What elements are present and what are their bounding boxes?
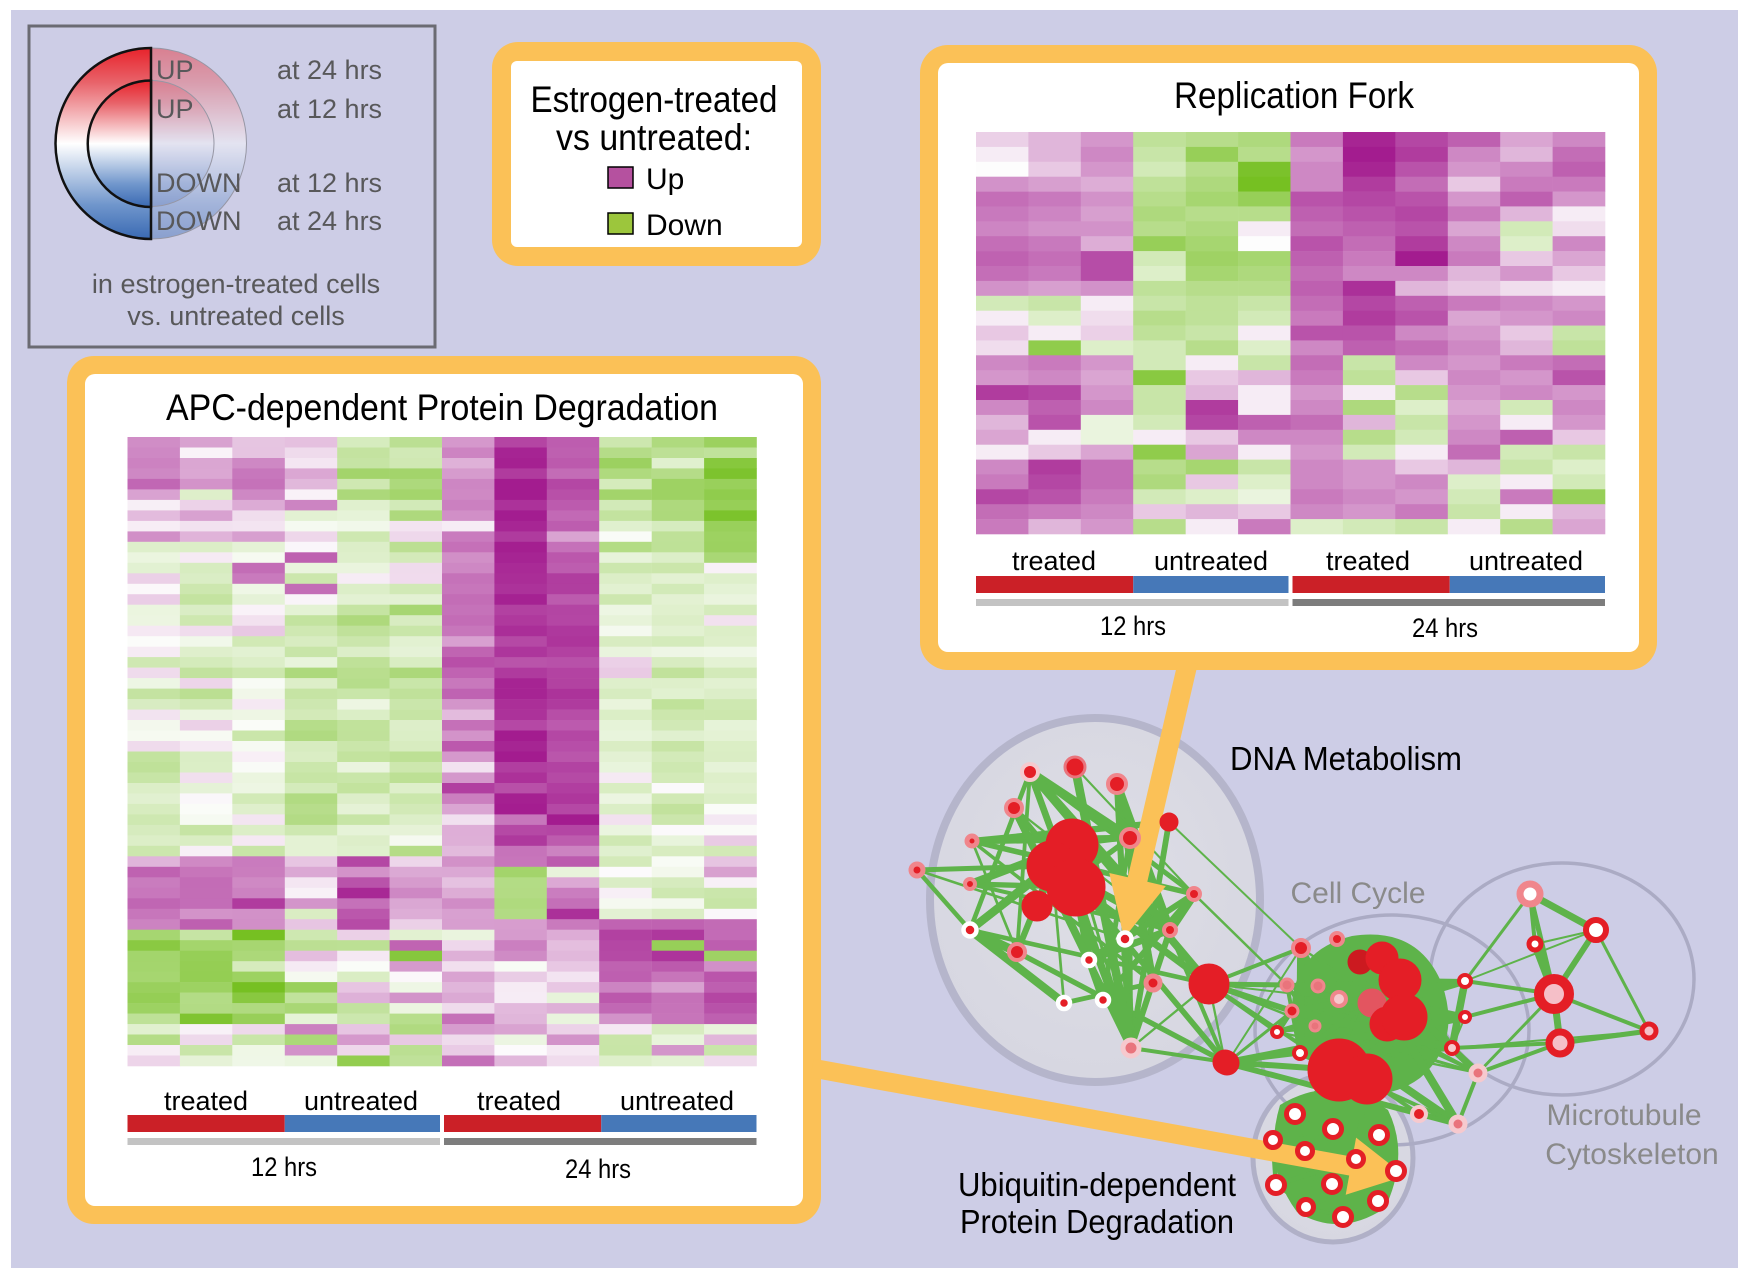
svg-text:treated: treated <box>164 1086 248 1116</box>
svg-text:at 12 hrs: at 12 hrs <box>277 94 382 124</box>
svg-text:Microtubule: Microtubule <box>1546 1099 1701 1132</box>
svg-text:Cell Cycle: Cell Cycle <box>1290 877 1425 910</box>
svg-text:Up: Up <box>646 163 684 196</box>
svg-text:untreated: untreated <box>620 1086 734 1116</box>
svg-text:Estrogen-treated: Estrogen-treated <box>531 79 778 120</box>
svg-text:treated: treated <box>477 1086 561 1116</box>
svg-text:in estrogen-treated cells: in estrogen-treated cells <box>92 269 380 299</box>
svg-text:24 hrs: 24 hrs <box>1412 613 1478 643</box>
svg-text:Replication Fork: Replication Fork <box>1174 75 1414 116</box>
svg-text:Down: Down <box>646 209 723 242</box>
svg-text:at 12 hrs: at 12 hrs <box>277 168 382 198</box>
svg-text:untreated: untreated <box>304 1086 418 1116</box>
svg-text:Cytoskeleton: Cytoskeleton <box>1545 1138 1718 1171</box>
svg-text:Ubiquitin-dependent: Ubiquitin-dependent <box>958 1166 1236 1203</box>
svg-text:vs. untreated cells: vs. untreated cells <box>127 301 345 331</box>
svg-text:APC-dependent Protein Degradat: APC-dependent Protein Degradation <box>166 387 718 428</box>
svg-text:treated: treated <box>1326 546 1410 576</box>
svg-text:DOWN: DOWN <box>156 206 241 236</box>
svg-text:DNA Metabolism: DNA Metabolism <box>1230 740 1462 777</box>
svg-text:12 hrs: 12 hrs <box>1100 611 1166 641</box>
svg-text:Protein Degradation: Protein Degradation <box>960 1203 1234 1240</box>
svg-text:UP: UP <box>156 55 194 85</box>
svg-text:24 hrs: 24 hrs <box>565 1154 631 1184</box>
svg-text:untreated: untreated <box>1154 546 1268 576</box>
svg-text:12 hrs: 12 hrs <box>251 1152 317 1182</box>
svg-text:at 24 hrs: at 24 hrs <box>277 206 382 236</box>
svg-text:treated: treated <box>1012 546 1096 576</box>
svg-text:at 24 hrs: at 24 hrs <box>277 55 382 85</box>
svg-text:untreated: untreated <box>1469 546 1583 576</box>
svg-text:UP: UP <box>156 94 194 124</box>
svg-text:vs untreated:: vs untreated: <box>556 117 752 158</box>
svg-text:DOWN: DOWN <box>156 168 241 198</box>
